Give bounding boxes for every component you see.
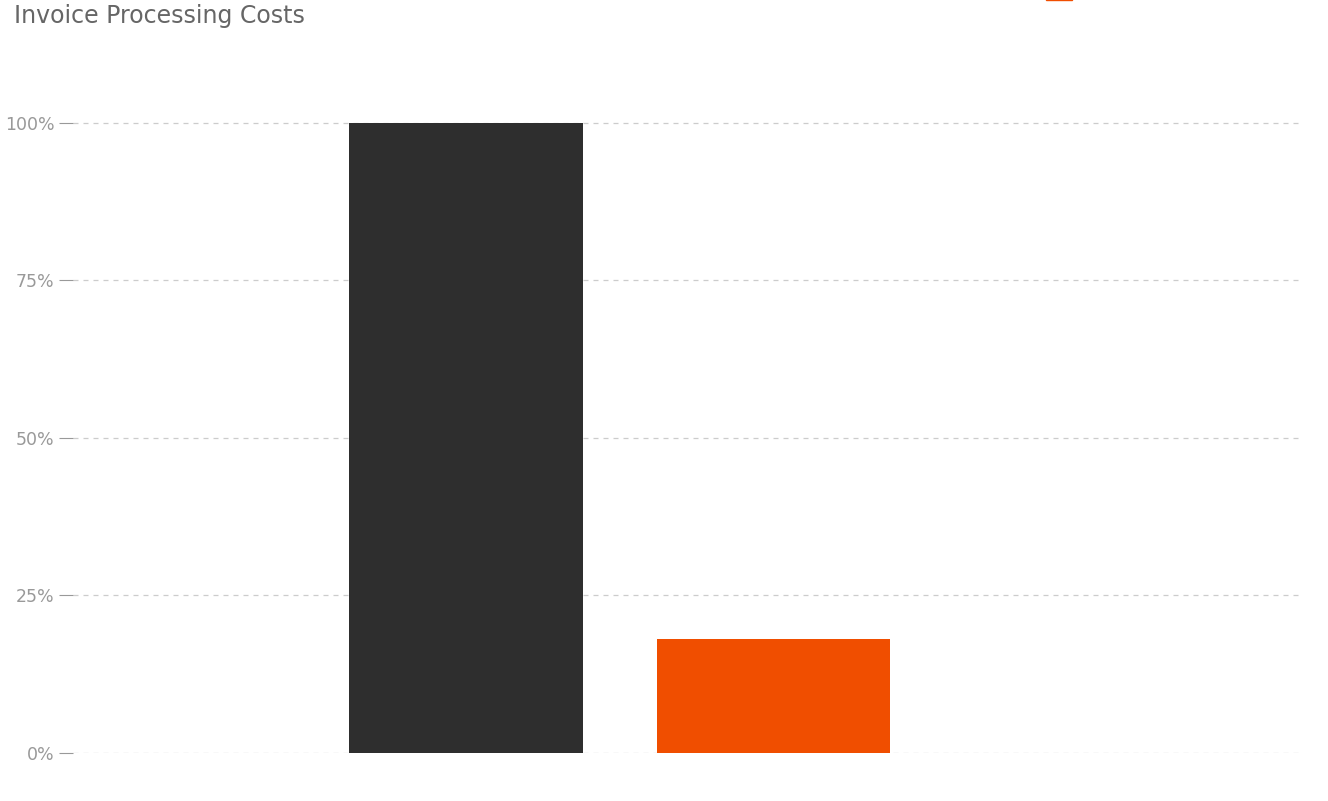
Bar [656,639,890,753]
Text: Invoice Processing Costs: Invoice Processing Costs [15,4,305,28]
Bar [349,123,583,753]
Legend: Before implementing AI, After implementing AI: Before implementing AI, After implementi… [1037,0,1304,9]
